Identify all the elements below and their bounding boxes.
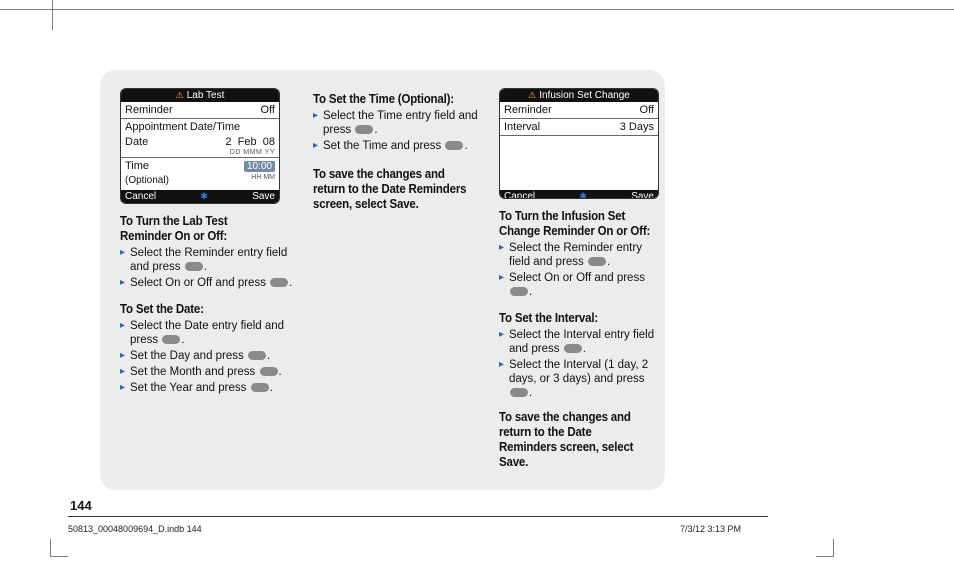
oval-button-icon bbox=[260, 367, 278, 376]
list-item: Set the Time and press . bbox=[313, 139, 481, 153]
device-title-bar: ⚠ Lab Test bbox=[121, 89, 279, 102]
device-infusion: ⚠ Infusion Set Change Reminder Off Inter… bbox=[499, 88, 659, 199]
date-value: 2 Feb 08 DD MMM YY bbox=[225, 135, 275, 156]
bullets-infusion-onoff: Select the Reminder entry field and pres… bbox=[499, 241, 664, 301]
list-item: Select the Reminder entry field and pres… bbox=[120, 246, 295, 274]
crop-mark-tick bbox=[52, 0, 53, 30]
device-save: Save bbox=[631, 191, 654, 199]
heading-set-interval: To Set the Interval: bbox=[499, 311, 651, 326]
crop-mark-bl bbox=[50, 539, 68, 557]
warning-icon: ⚠ bbox=[528, 90, 536, 101]
device-cancel: Cancel bbox=[125, 191, 156, 202]
list-item: Set the Day and press . bbox=[120, 349, 295, 363]
oval-button-icon bbox=[248, 351, 266, 360]
bullets-set-date: Select the Date entry field and press . S… bbox=[120, 319, 295, 397]
oval-button-icon bbox=[564, 344, 582, 353]
device-body: Reminder Off Appointment Date/Time Date … bbox=[121, 102, 279, 190]
warning-icon: ⚠ bbox=[176, 90, 184, 101]
bluetooth-icon: ✱ bbox=[579, 191, 587, 199]
bullets-set-interval: Select the Interval entry field and pres… bbox=[499, 328, 664, 402]
oval-button-icon bbox=[185, 262, 203, 271]
device-footer: Cancel ✱ Save bbox=[121, 190, 279, 203]
reminder-value: Off bbox=[640, 103, 654, 117]
oval-button-icon bbox=[162, 335, 180, 344]
oval-button-icon bbox=[251, 383, 269, 392]
list-item: Select the Reminder entry field and pres… bbox=[499, 241, 664, 269]
bullets-set-time: Select the Time entry field and press . S… bbox=[313, 109, 481, 155]
heading-save-infusion: To save the changes and return to the Da… bbox=[499, 410, 651, 470]
reminder-label: Reminder bbox=[125, 103, 173, 117]
footer-rule bbox=[68, 516, 768, 517]
page-number: 144 bbox=[70, 498, 92, 513]
list-item: Select the Interval (1 day, 2 days, or 3… bbox=[499, 358, 664, 400]
device-title: Lab Test bbox=[187, 90, 225, 101]
footer-right: 7/3/12 3:13 PM bbox=[680, 524, 741, 534]
content-card: ⚠ Lab Test Reminder Off Appointment Date… bbox=[100, 70, 665, 490]
page: ⚠ Lab Test Reminder Off Appointment Date… bbox=[0, 0, 954, 567]
reminder-label: Reminder bbox=[504, 103, 552, 117]
column-3: ⚠ Infusion Set Change Reminder Off Inter… bbox=[499, 88, 664, 472]
heading-infusion-onoff: To Turn the Infusion Set Change Reminder… bbox=[499, 209, 651, 239]
date-label: Date bbox=[125, 135, 148, 156]
bullets-lab-onoff: Select the Reminder entry field and pres… bbox=[120, 246, 295, 292]
oval-button-icon bbox=[510, 388, 528, 397]
reminder-value: Off bbox=[261, 103, 275, 117]
bluetooth-icon: ✱ bbox=[200, 191, 208, 202]
list-item: Select the Time entry field and press . bbox=[313, 109, 481, 137]
oval-button-icon bbox=[588, 257, 606, 266]
oval-button-icon bbox=[355, 125, 373, 134]
column-2: To Set the Time (Optional): Select the T… bbox=[313, 88, 481, 472]
device-save: Save bbox=[252, 191, 275, 202]
list-item: Select the Date entry field and press . bbox=[120, 319, 295, 347]
crop-mark-br bbox=[816, 539, 834, 557]
device-body: Reminder Off Interval 3 Days bbox=[500, 102, 658, 190]
device-cancel: Cancel bbox=[504, 191, 535, 199]
heading-lab-onoff: To Turn the Lab Test Reminder On or Off: bbox=[120, 214, 281, 244]
time-value: 10:00 HH MM bbox=[244, 159, 275, 188]
appointment-label: Appointment Date/Time bbox=[125, 120, 240, 134]
crop-mark-top bbox=[0, 0, 954, 10]
oval-button-icon bbox=[445, 141, 463, 150]
footer-left: 50813_00048009694_D.indb 144 bbox=[68, 524, 202, 534]
heading-set-time: To Set the Time (Optional): bbox=[313, 92, 468, 107]
heading-save-date-reminders: To save the changes and return to the Da… bbox=[313, 167, 468, 212]
device-title-bar: ⚠ Infusion Set Change bbox=[500, 89, 658, 102]
device-lab-test: ⚠ Lab Test Reminder Off Appointment Date… bbox=[120, 88, 280, 204]
device-footer: Cancel ✱ Save bbox=[500, 190, 658, 199]
heading-set-date: To Set the Date: bbox=[120, 302, 281, 317]
interval-value: 3 Days bbox=[620, 120, 654, 134]
time-label: Time (Optional) bbox=[125, 159, 169, 188]
column-1: ⚠ Lab Test Reminder Off Appointment Date… bbox=[120, 88, 295, 472]
interval-label: Interval bbox=[504, 120, 540, 134]
list-item: Select the Interval entry field and pres… bbox=[499, 328, 664, 356]
list-item: Select On or Off and press . bbox=[499, 271, 664, 299]
oval-button-icon bbox=[270, 278, 288, 287]
list-item: Select On or Off and press . bbox=[120, 276, 295, 290]
list-item: Set the Year and press . bbox=[120, 381, 295, 395]
list-item: Set the Month and press . bbox=[120, 365, 295, 379]
oval-button-icon bbox=[510, 287, 528, 296]
device-title: Infusion Set Change bbox=[539, 90, 630, 101]
